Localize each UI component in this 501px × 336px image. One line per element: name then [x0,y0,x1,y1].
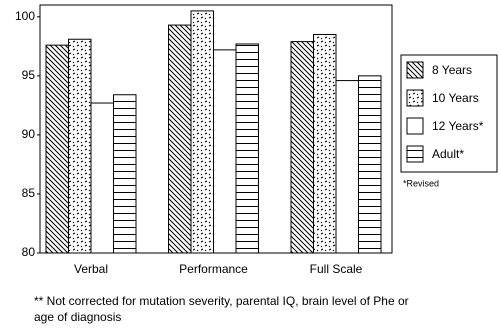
footnote: age of diagnosis [34,310,121,324]
bar [335,80,359,254]
footnote: ** Not corrected for mutation severity, … [34,294,409,308]
y-tick-label: 95 [22,68,36,82]
bar [168,24,192,254]
bar [45,44,69,254]
y-tick-label: 80 [22,245,36,259]
bar [113,94,137,254]
legend-label: 12 Years* [432,119,484,133]
legend-swatch [406,117,424,135]
x-tick-label: Performance [179,262,248,276]
y-tick-label: 100 [15,9,35,23]
legend-swatch [406,61,424,79]
bar [90,102,114,254]
legend-swatch [406,89,424,107]
x-tick-label: Verbal [74,262,108,276]
legend-frame [400,54,498,173]
bar [213,49,237,254]
x-tick-label: Full Scale [310,262,363,276]
bar [358,75,382,254]
legend-note: *Revised [403,178,439,188]
legend-label: 8 Years [432,63,472,77]
bar [235,43,259,254]
bar [290,41,314,254]
bar [190,10,214,254]
y-tick-label: 85 [22,186,36,200]
legend-swatch [406,145,424,163]
y-tick-label: 90 [22,127,36,141]
bar [68,38,92,254]
bar [313,34,337,254]
legend-label: Adult* [432,147,464,161]
legend-label: 10 Years [432,91,479,105]
